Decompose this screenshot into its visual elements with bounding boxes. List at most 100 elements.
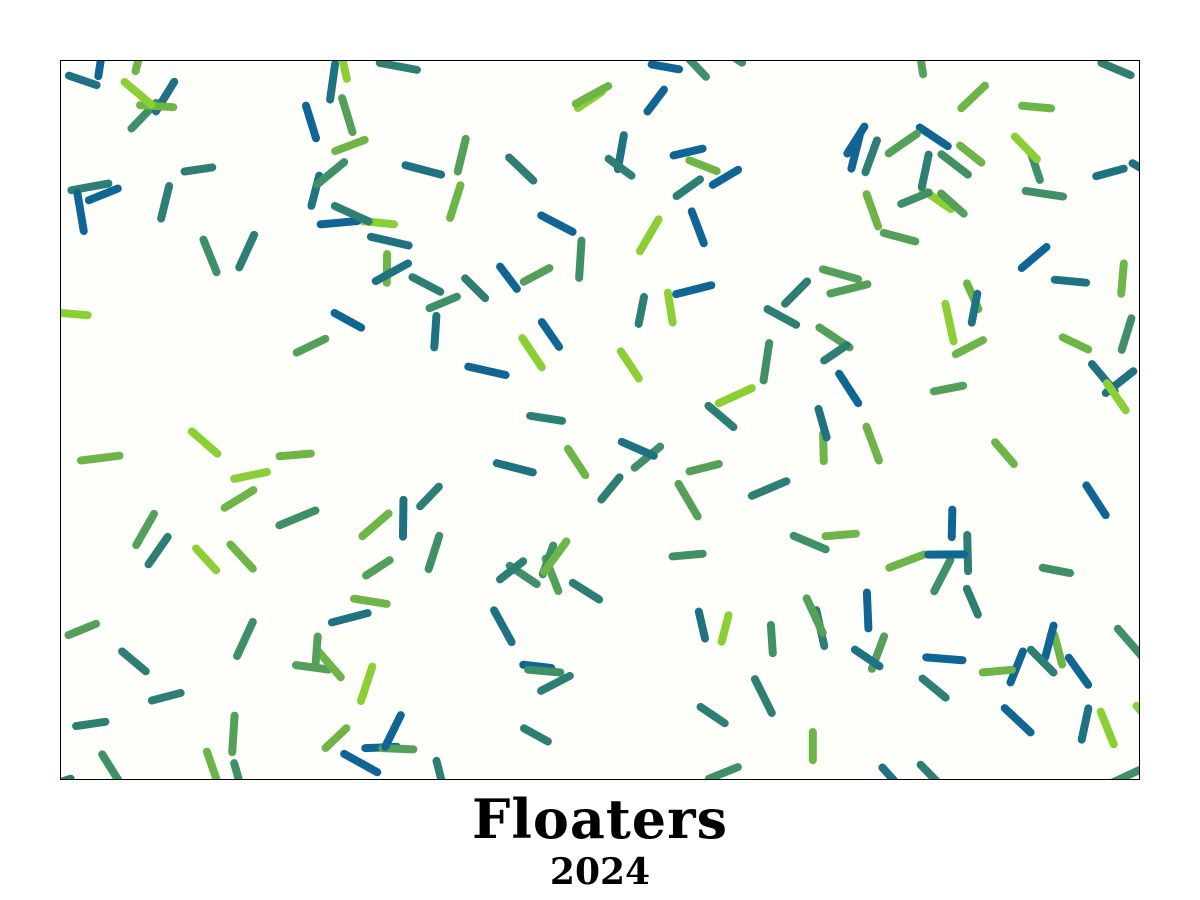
floater-stroke	[408, 273, 445, 296]
floater-stroke	[84, 184, 122, 205]
floater-stroke	[416, 482, 443, 511]
floater-stroke	[220, 486, 258, 512]
floater-stroke	[202, 747, 221, 779]
floater-stroke	[956, 141, 986, 167]
floater-stroke	[301, 101, 321, 143]
floater-stroke	[685, 61, 710, 81]
floater-stroke	[1092, 164, 1128, 181]
floater-stroke	[180, 163, 217, 176]
floater-stroke	[1110, 766, 1139, 779]
floater-stroke	[492, 459, 537, 477]
floater-stroke	[708, 165, 743, 189]
floater-stroke	[1128, 159, 1139, 172]
floater-stroke	[575, 236, 586, 282]
floater-stroke	[1113, 624, 1139, 660]
floater-stroke	[1006, 647, 1027, 687]
floater-stroke	[820, 341, 851, 365]
floater-stroke	[330, 309, 366, 332]
floater-stroke	[763, 305, 801, 329]
floater-stroke	[430, 311, 441, 352]
floater-stroke	[759, 339, 774, 385]
floater-stroke	[1050, 630, 1067, 669]
floater-stroke	[235, 230, 259, 272]
floater-stroke	[358, 509, 393, 541]
floater-stroke	[132, 509, 159, 550]
floater-stroke	[704, 763, 742, 779]
floater-stroke	[789, 531, 830, 554]
floater-stroke	[818, 265, 863, 284]
floater-stroke	[862, 588, 873, 633]
floater-stroke	[879, 228, 920, 246]
floater-stroke	[1058, 333, 1093, 354]
floater-stroke	[98, 750, 123, 779]
floater-stroke	[1018, 101, 1056, 113]
caption: Floaters 2024	[0, 786, 1200, 892]
floater-stroke	[957, 81, 989, 113]
floater-stroke	[446, 181, 465, 222]
floater-stroke	[672, 281, 716, 299]
floater-stroke	[157, 182, 174, 223]
floater-stroke	[897, 188, 933, 208]
floater-stroke	[835, 369, 863, 408]
stroke-layer	[61, 61, 1139, 779]
floaters-canvas	[61, 61, 1139, 779]
floater-stroke	[230, 467, 272, 483]
floater-stroke	[951, 336, 987, 359]
floater-stroke	[425, 292, 461, 313]
floater-stroke	[192, 544, 221, 575]
floater-stroke	[1097, 61, 1135, 80]
floater-stroke	[991, 438, 1018, 468]
floater-stroke	[381, 711, 405, 751]
floater-stroke	[916, 61, 928, 79]
floater-stroke	[72, 717, 110, 731]
floater-stroke	[597, 473, 624, 504]
floater-stroke	[1026, 645, 1058, 677]
floater-stroke	[918, 674, 950, 702]
floater-stroke	[131, 61, 143, 76]
floater-stroke	[226, 540, 257, 573]
floater-stroke	[717, 611, 733, 646]
floater-stroke	[275, 506, 320, 530]
floater-stroke	[490, 606, 516, 647]
floater-stroke	[669, 144, 707, 160]
floater-stroke	[338, 61, 351, 83]
floater-stroke	[687, 207, 708, 248]
floater-stroke	[537, 671, 574, 695]
floater-stroke	[330, 202, 373, 226]
floater-stroke	[571, 82, 613, 108]
floater-stroke	[144, 532, 172, 569]
floater-stroke	[61, 308, 92, 320]
floater-stroke	[1050, 275, 1091, 287]
floater-stroke	[967, 289, 982, 327]
floater-stroke	[929, 381, 968, 396]
floater-stroke	[862, 422, 883, 465]
floater-stroke	[922, 653, 967, 665]
floater-stroke	[495, 557, 528, 584]
floater-stroke	[604, 154, 636, 180]
floater-stroke	[275, 449, 315, 461]
floater-stroke	[674, 479, 702, 521]
floater-stroke	[978, 665, 1016, 677]
floater-stroke	[1117, 314, 1136, 354]
floater-stroke	[878, 763, 899, 779]
floater-stroke	[766, 621, 777, 658]
floater-stroke	[331, 135, 369, 156]
floater-stroke	[453, 134, 470, 176]
artwork-frame	[60, 60, 1140, 780]
floater-stroke	[401, 161, 446, 179]
floater-stroke	[685, 156, 721, 176]
floater-stroke	[326, 61, 340, 104]
floater-stroke	[496, 262, 521, 293]
floater-stroke	[937, 189, 968, 218]
floater-stroke	[312, 158, 349, 189]
floater-stroke	[634, 292, 649, 328]
floater-stroke	[930, 555, 955, 596]
floater-stroke	[520, 724, 552, 746]
floater-stroke	[672, 175, 705, 201]
floater-stroke	[568, 578, 604, 604]
floater-stroke	[704, 401, 738, 432]
floater-stroke	[375, 61, 421, 74]
floater-stroke	[1038, 563, 1075, 578]
floater-stroke	[424, 531, 444, 574]
floater-stroke	[962, 584, 982, 619]
